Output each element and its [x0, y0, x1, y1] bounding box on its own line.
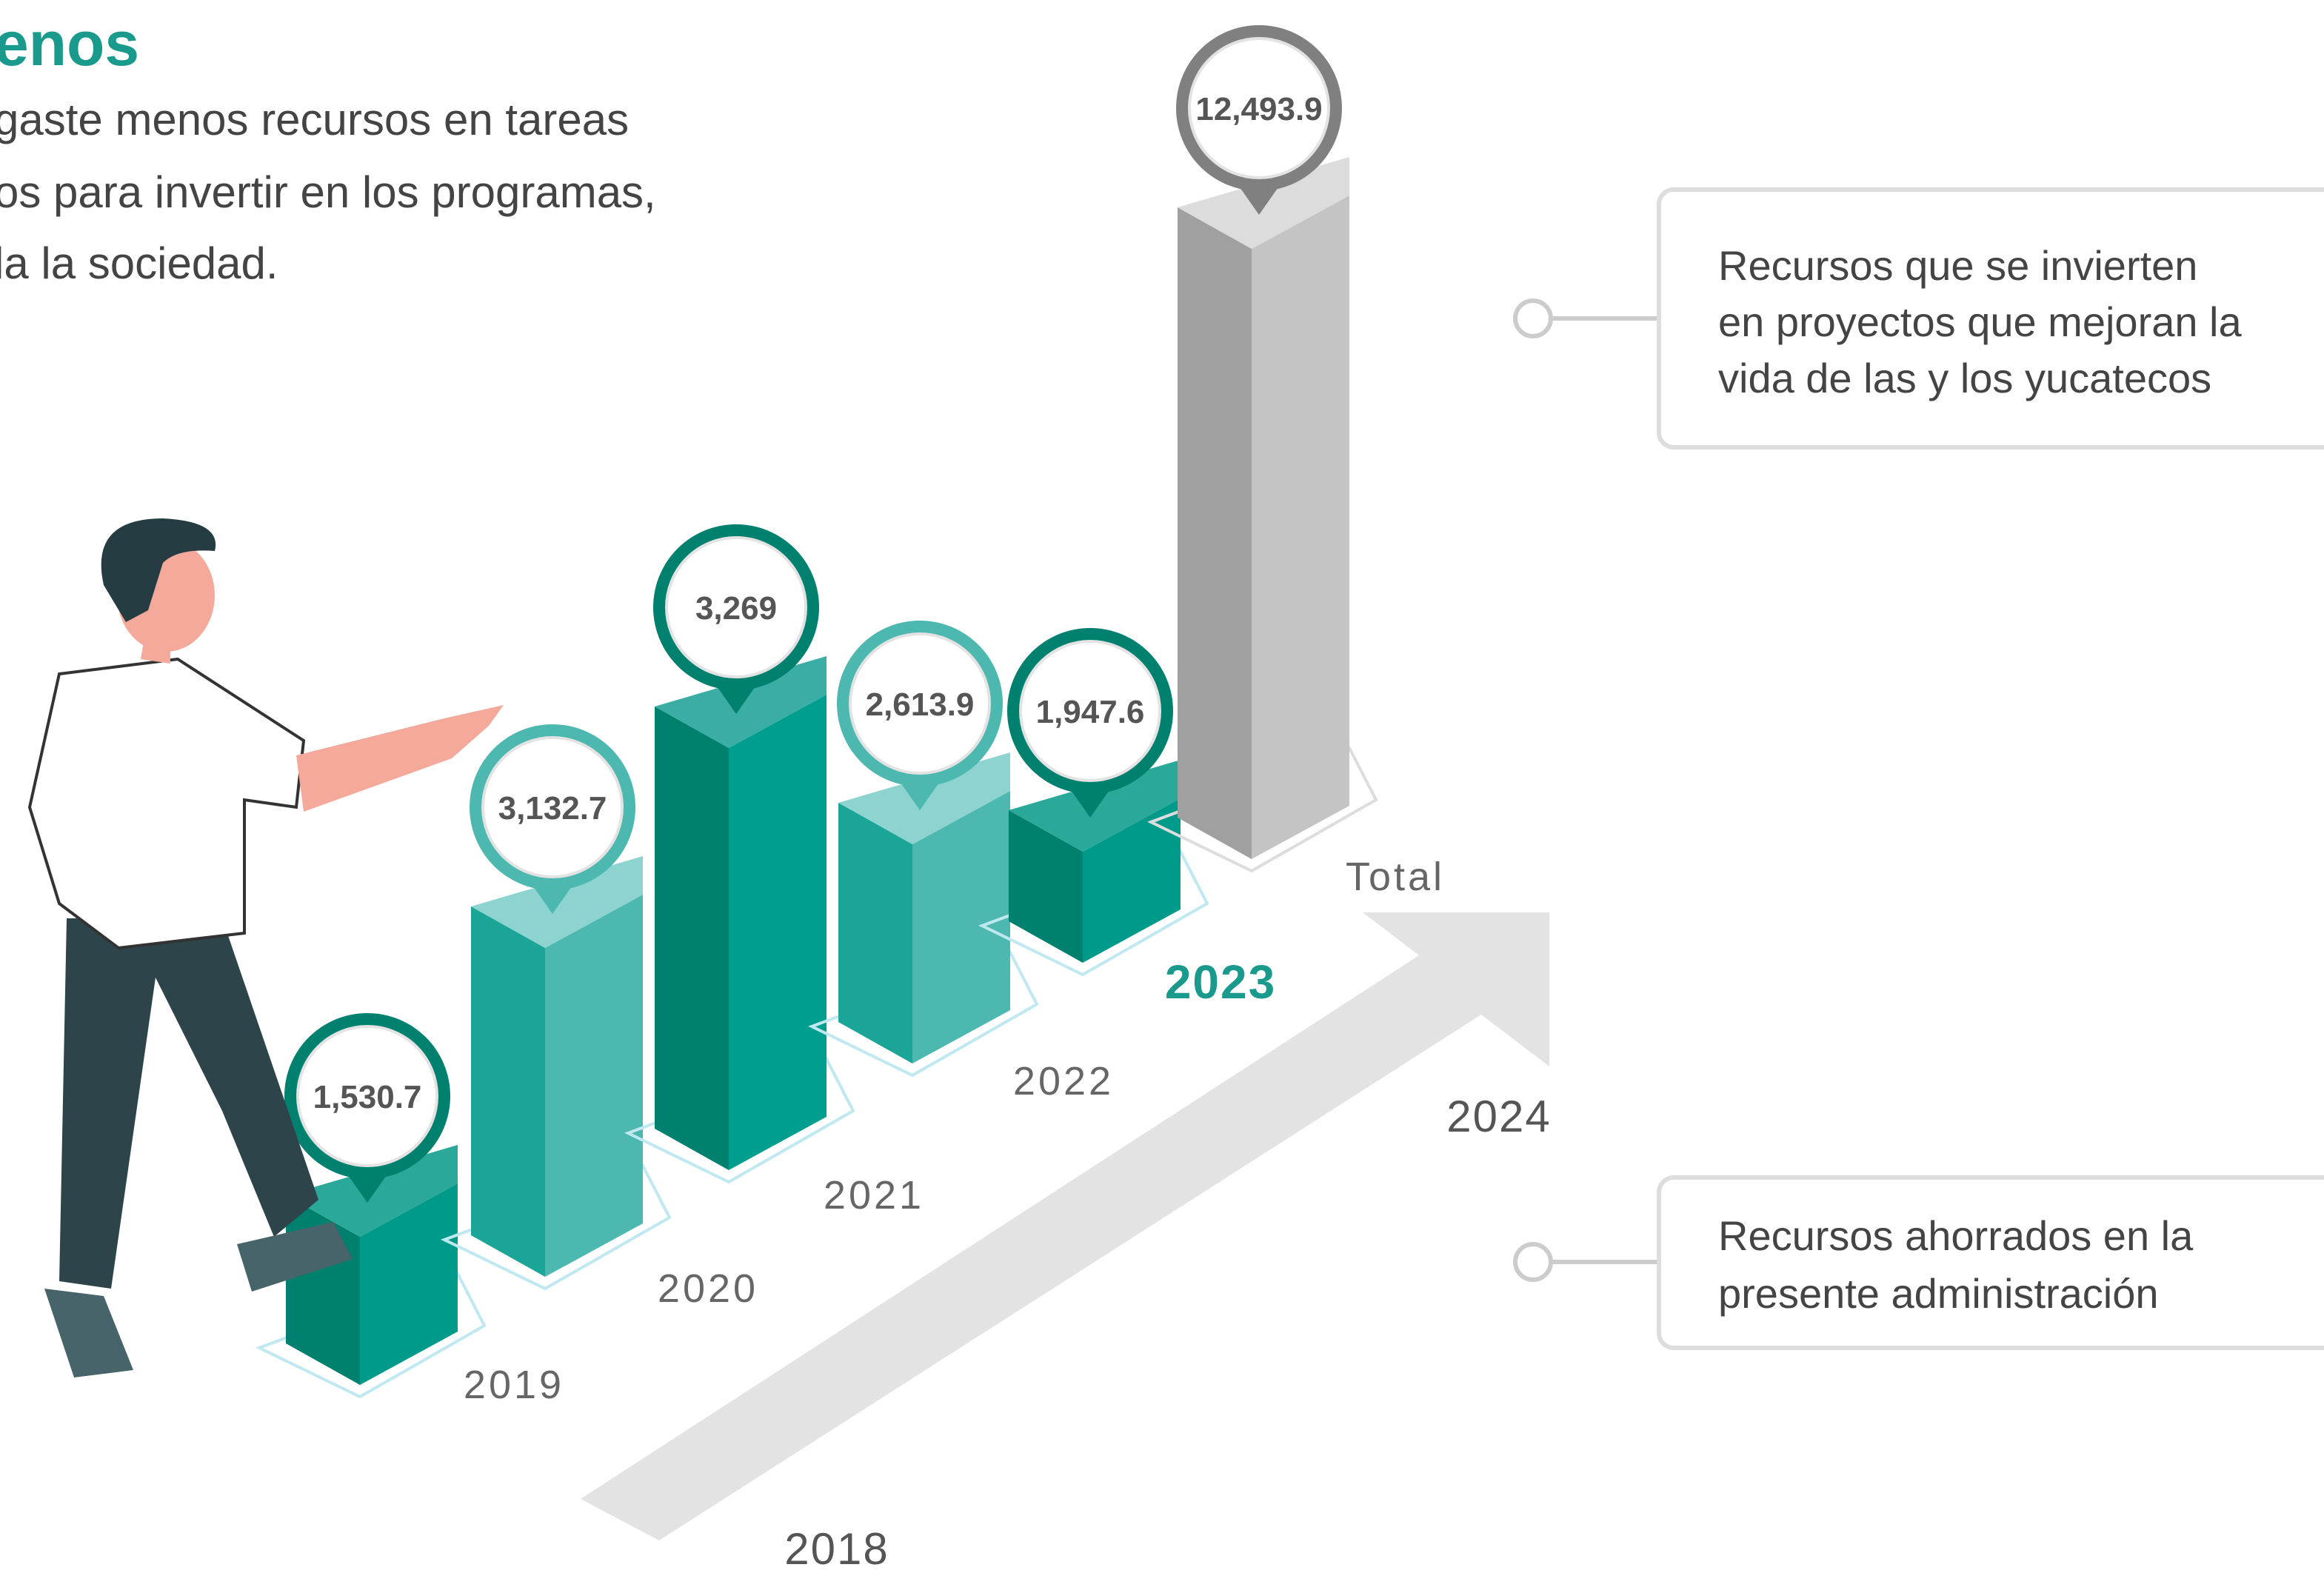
- note-line: vida de las y los yucatecos: [1718, 355, 2211, 401]
- intro-line: gaste menos recursos en tareas: [0, 95, 629, 144]
- bar-value-label: 3,269: [695, 590, 777, 627]
- bar-value-label: 2,613.9: [866, 687, 975, 723]
- intro-line: os para invertir en los programas,: [0, 167, 656, 217]
- bar-right-face: [729, 695, 827, 1170]
- bar-left-face: [1178, 207, 1252, 859]
- bar-year-label: 2023: [1165, 955, 1276, 1009]
- bar-year-label: Total: [1346, 855, 1445, 899]
- bar-value-label: 1,947.6: [1036, 694, 1145, 730]
- note-line: presente administración: [1718, 1270, 2159, 1317]
- bar-value-label: 1,530.7: [313, 1079, 422, 1115]
- page: enos gaste menos recursos en tareas os p…: [0, 0, 2324, 1573]
- infographic: enos gaste menos recursos en tareas os p…: [0, 0, 2324, 1573]
- note-line: Recursos ahorrados en la: [1718, 1212, 2194, 1259]
- bar-year-label: 2020: [658, 1266, 758, 1311]
- note-box: [1659, 1178, 2324, 1348]
- bar-right-face: [1252, 196, 1349, 859]
- note-line: en proyectos que mejoran la: [1718, 298, 2243, 345]
- note-dot: [1515, 1244, 1551, 1280]
- bar-left-face: [838, 803, 912, 1063]
- bar-value-label: 3,132.7: [498, 790, 607, 826]
- note-line: Recursos que se invierten: [1718, 242, 2197, 289]
- bar-year-label: 2019: [464, 1363, 564, 1407]
- bar-right-face: [545, 895, 643, 1277]
- title: enos: [0, 9, 139, 79]
- bar-left-face: [655, 707, 729, 1170]
- bars: 1,530.7 2019 3,132.7 2020 3,269 2021 2,613.9 20…: [259, 25, 1445, 1407]
- bar-year-label: 2022: [1013, 1059, 1114, 1103]
- timeline-start: 2018: [784, 1524, 889, 1573]
- bar-value-label: 12,493.9: [1195, 91, 1322, 127]
- bar-left-face: [471, 906, 545, 1277]
- intro-line: la la sociedad.: [0, 238, 278, 288]
- timeline-end: 2024: [1446, 1092, 1551, 1141]
- note-dot: [1515, 301, 1551, 336]
- bar-year-label: 2021: [824, 1173, 924, 1218]
